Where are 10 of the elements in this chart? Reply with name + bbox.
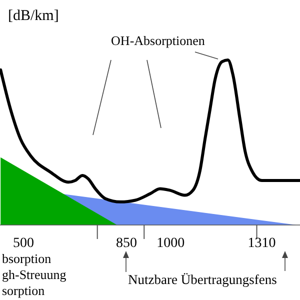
x-tick-label: 1310 bbox=[248, 236, 276, 251]
text: sorption bbox=[2, 283, 46, 298]
x-tick-label: 1000 bbox=[156, 236, 185, 251]
text: gh-Streuung bbox=[2, 267, 67, 282]
x-tick-label: 850 bbox=[116, 236, 137, 251]
text: Nutzbare Übertragungsfens bbox=[128, 272, 277, 287]
x-tick-label: 500 bbox=[13, 236, 34, 251]
y-axis-title: [dB/km] bbox=[8, 8, 59, 24]
text: bsorption bbox=[2, 251, 52, 266]
text: OH-Absorptionen bbox=[111, 33, 206, 48]
